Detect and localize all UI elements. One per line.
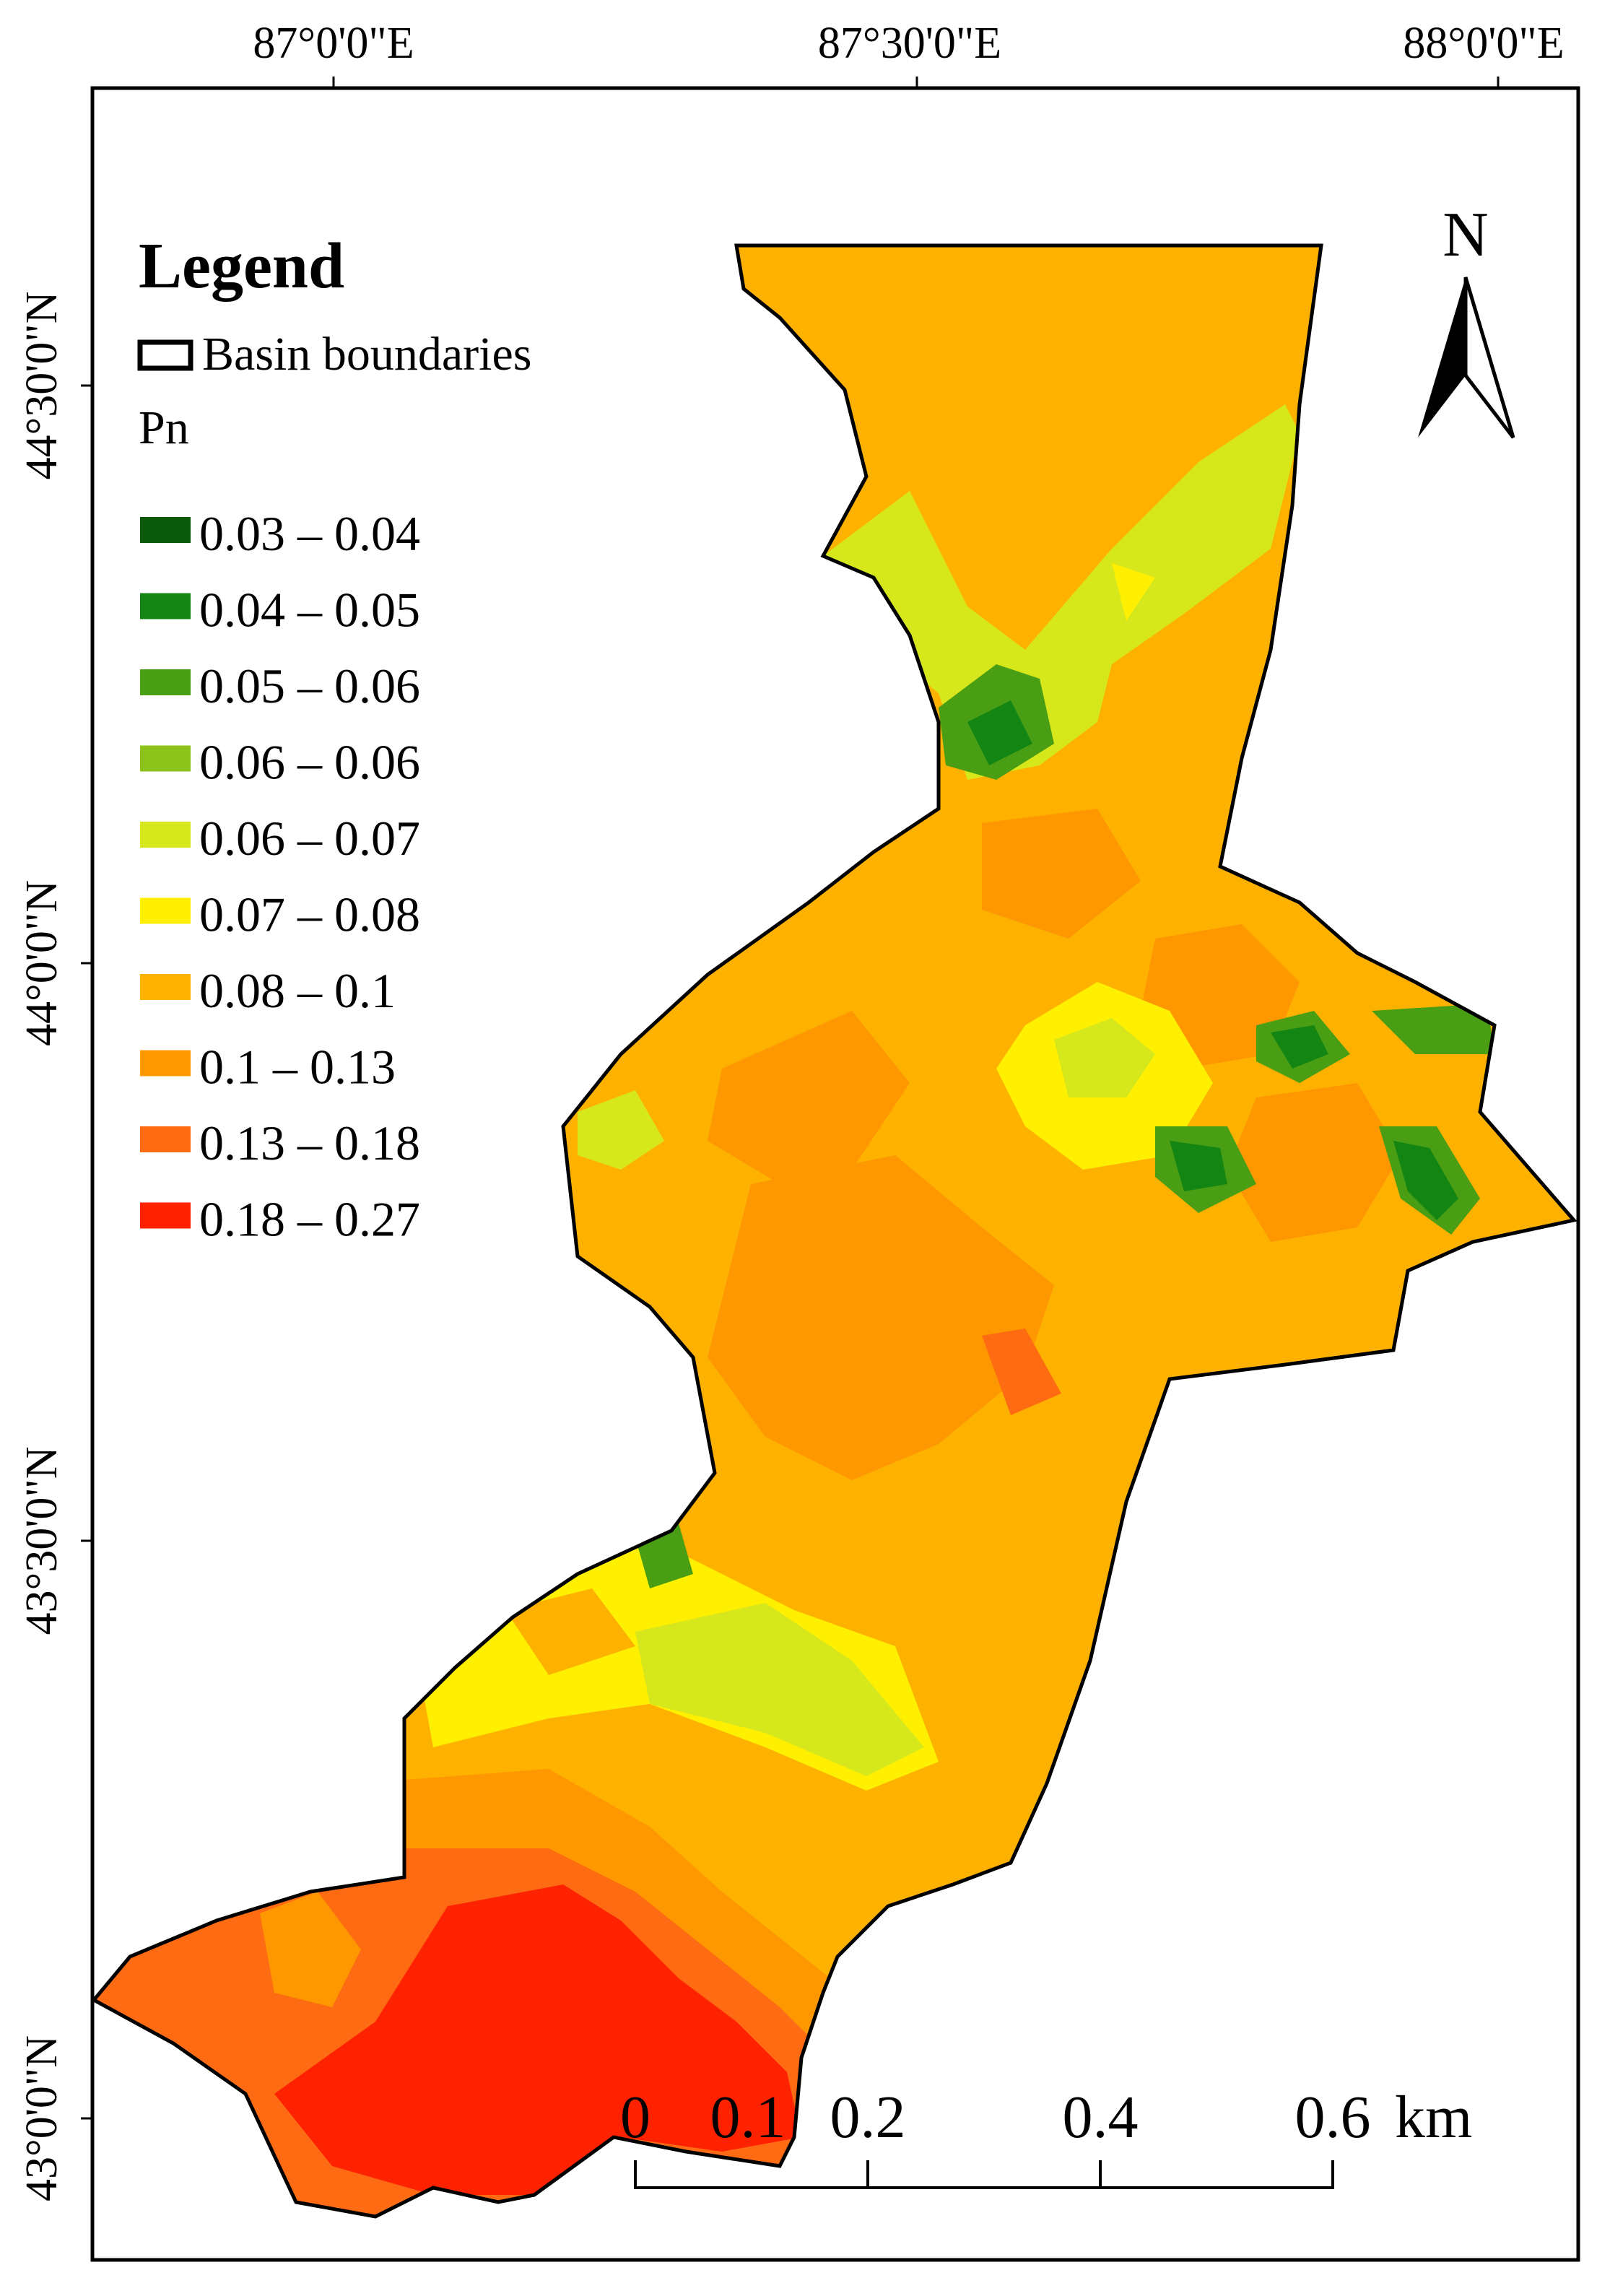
legend-class-swatch — [140, 1126, 191, 1152]
legend-class-swatch — [140, 1202, 191, 1229]
legend-class-item: 0.06 – 0.07 — [140, 811, 420, 866]
north-arrow-label: N — [1443, 200, 1489, 270]
legend-class-item: 0.04 – 0.05 — [140, 583, 420, 638]
latitude-label-43-30: 43°30'0"N — [17, 1446, 66, 1635]
legend-class-item: 0.07 – 0.08 — [140, 887, 420, 942]
legend-class-label: 0.06 – 0.07 — [199, 811, 420, 866]
legend-class-item: 0.03 – 0.04 — [140, 506, 420, 561]
legend-class-label: 0.18 – 0.27 — [199, 1192, 420, 1247]
longitude-label-87-0: 87°0'0"E — [253, 19, 414, 68]
scale-tick-0-4: 0.4 — [1063, 2084, 1139, 2151]
scale-tick-0-6: 0.6 — [1295, 2084, 1371, 2151]
scale-bar: 0 0.1 0.2 0.4 0.6 km — [620, 2084, 1472, 2189]
legend-class-label: 0.06 – 0.06 — [199, 735, 420, 790]
legend-class-label: 0.03 – 0.04 — [199, 506, 420, 561]
legend-class-swatch — [140, 593, 191, 619]
legend-class-label: 0.07 – 0.08 — [199, 887, 420, 942]
legend-class-item: 0.13 – 0.18 — [140, 1116, 420, 1170]
basin-boundary-label: Basin boundaries — [202, 328, 531, 381]
legend-class-item: 0.1 – 0.13 — [140, 1040, 396, 1095]
legend-class-swatch — [140, 1050, 191, 1077]
legend-class-swatch — [140, 822, 191, 848]
legend-class-swatch — [140, 974, 191, 1000]
longitude-label-87-30: 87°30'0"E — [818, 19, 1001, 68]
legend: Legend Basin boundaries Pn 0.03 – 0.040.… — [137, 230, 531, 1247]
longitude-label-88-0: 88°0'0"E — [1403, 19, 1564, 68]
legend-class-item: 0.18 – 0.27 — [140, 1192, 420, 1247]
scale-tick-0: 0 — [620, 2084, 650, 2151]
legend-class-label: 0.08 – 0.1 — [199, 963, 396, 1018]
legend-class-label: 0.04 – 0.05 — [199, 583, 420, 638]
legend-class-item: 0.05 – 0.06 — [140, 658, 420, 713]
legend-class-label: 0.05 – 0.06 — [199, 658, 420, 713]
legend-class-label: 0.13 – 0.18 — [199, 1116, 420, 1170]
north-arrow: N — [1418, 200, 1515, 439]
legend-class-swatch — [140, 669, 191, 695]
legend-class-swatch — [140, 897, 191, 924]
scale-tick-0-2: 0.2 — [830, 2084, 906, 2151]
legend-class-swatch — [140, 517, 191, 543]
basin-boundary-swatch — [137, 339, 193, 371]
legend-class-label: 0.1 – 0.13 — [199, 1040, 396, 1095]
legend-class-item: 0.08 – 0.1 — [140, 963, 396, 1018]
latitude-label-44-30: 44°30'0"N — [17, 291, 66, 479]
scale-tick-0-1: 0.1 — [710, 2084, 786, 2151]
legend-variable: Pn — [139, 401, 189, 454]
scale-unit: km — [1395, 2084, 1472, 2151]
latitude-label-44-0: 44°0'0"N — [17, 880, 66, 1046]
legend-title: Legend — [139, 230, 344, 302]
graticule-ticks — [81, 77, 1500, 2120]
map-frame — [90, 86, 1580, 2262]
legend-classes: 0.03 – 0.04 0.04 – 0.05 0.05 – 0.06 0.06 – … — [140, 506, 420, 1247]
latitude-label-43-0: 43°0'0"N — [17, 2035, 66, 2201]
legend-class-item: 0.06 – 0.06 — [140, 735, 420, 790]
legend-class-swatch — [140, 745, 191, 772]
